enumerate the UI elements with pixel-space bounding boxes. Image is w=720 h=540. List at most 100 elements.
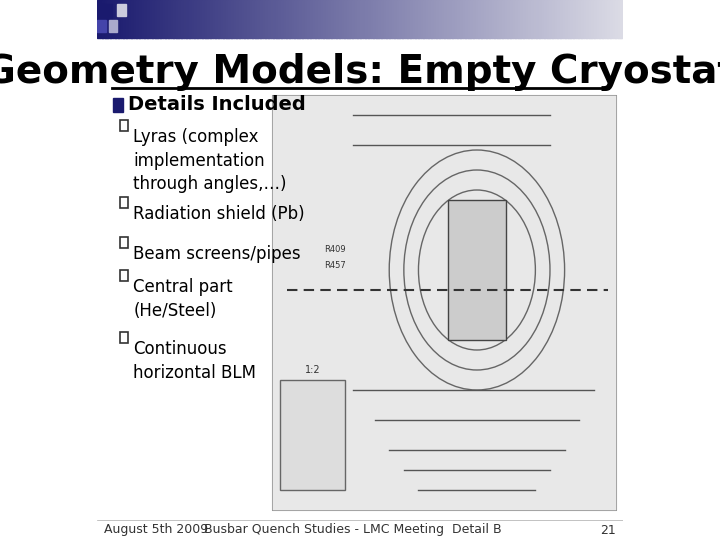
Bar bbox=[263, 0, 266, 38]
Bar bbox=[155, 0, 158, 38]
Bar bbox=[192, 0, 195, 38]
Bar bbox=[508, 0, 510, 38]
Bar bbox=[186, 0, 190, 38]
Bar bbox=[484, 0, 487, 38]
Bar bbox=[197, 0, 200, 38]
Bar bbox=[497, 0, 500, 38]
Bar bbox=[307, 0, 311, 38]
Bar bbox=[521, 0, 524, 38]
Bar bbox=[150, 0, 153, 38]
Bar bbox=[171, 0, 174, 38]
Bar bbox=[376, 0, 379, 38]
Bar bbox=[544, 0, 547, 38]
Bar bbox=[279, 380, 346, 490]
Bar bbox=[120, 237, 128, 248]
Bar bbox=[426, 0, 429, 38]
Bar bbox=[394, 0, 397, 38]
Bar bbox=[271, 0, 274, 38]
Bar bbox=[120, 332, 128, 343]
Bar bbox=[549, 0, 553, 38]
Bar bbox=[536, 0, 539, 38]
Bar bbox=[428, 0, 432, 38]
Bar bbox=[554, 0, 558, 38]
Bar bbox=[470, 0, 474, 38]
Bar bbox=[279, 0, 282, 38]
Bar bbox=[220, 0, 224, 38]
Bar bbox=[592, 0, 595, 38]
Bar bbox=[204, 0, 208, 38]
Bar bbox=[505, 0, 508, 38]
Bar bbox=[273, 0, 276, 38]
Bar bbox=[294, 0, 297, 38]
Bar bbox=[158, 0, 161, 38]
Bar bbox=[174, 0, 176, 38]
Bar bbox=[365, 0, 369, 38]
Bar bbox=[347, 0, 350, 38]
Bar bbox=[265, 0, 269, 38]
Bar bbox=[341, 0, 345, 38]
Bar bbox=[142, 0, 145, 38]
Bar bbox=[223, 0, 227, 38]
Bar bbox=[194, 0, 197, 38]
Bar bbox=[199, 0, 203, 38]
Bar bbox=[363, 0, 366, 38]
Bar bbox=[118, 0, 122, 38]
Bar bbox=[473, 0, 477, 38]
Bar bbox=[384, 0, 387, 38]
Bar bbox=[576, 0, 579, 38]
Bar bbox=[528, 0, 532, 38]
Bar bbox=[284, 0, 287, 38]
Bar bbox=[152, 0, 156, 38]
Bar bbox=[281, 0, 284, 38]
Bar bbox=[447, 0, 450, 38]
Bar bbox=[531, 0, 534, 38]
Bar bbox=[210, 0, 213, 38]
Bar bbox=[492, 0, 495, 38]
Bar bbox=[121, 0, 124, 38]
Bar bbox=[607, 0, 611, 38]
Bar bbox=[318, 0, 321, 38]
Bar bbox=[457, 0, 461, 38]
Bar bbox=[441, 0, 445, 38]
Bar bbox=[99, 0, 103, 38]
Bar bbox=[449, 0, 453, 38]
Bar bbox=[586, 0, 590, 38]
Bar bbox=[462, 0, 466, 38]
Bar bbox=[242, 0, 245, 38]
Bar bbox=[444, 0, 448, 38]
Bar bbox=[518, 0, 521, 38]
Bar bbox=[573, 0, 577, 38]
Bar bbox=[486, 0, 490, 38]
Bar bbox=[228, 0, 232, 38]
Bar bbox=[557, 0, 561, 38]
Text: Busbar Quench Studies - LMC Meeting  Detail B: Busbar Quench Studies - LMC Meeting Deta… bbox=[204, 523, 502, 537]
Bar bbox=[250, 0, 253, 38]
Bar bbox=[597, 0, 600, 38]
Bar bbox=[478, 0, 482, 38]
Bar bbox=[494, 0, 498, 38]
Bar bbox=[415, 0, 418, 38]
Bar bbox=[570, 0, 574, 38]
Bar bbox=[333, 0, 337, 38]
Bar bbox=[120, 270, 128, 281]
Bar bbox=[408, 0, 410, 38]
Bar bbox=[126, 0, 129, 38]
Bar bbox=[448, 200, 506, 340]
Bar bbox=[328, 0, 332, 38]
Bar bbox=[215, 0, 219, 38]
Bar bbox=[272, 95, 616, 510]
Bar bbox=[305, 0, 308, 38]
Bar bbox=[323, 0, 327, 38]
Bar bbox=[560, 0, 563, 38]
Bar bbox=[166, 0, 168, 38]
Bar bbox=[360, 0, 364, 38]
Bar bbox=[465, 0, 469, 38]
Bar bbox=[160, 0, 163, 38]
Bar bbox=[418, 0, 421, 38]
Bar bbox=[420, 0, 424, 38]
Bar bbox=[481, 0, 485, 38]
Bar bbox=[546, 0, 550, 38]
Bar bbox=[181, 0, 184, 38]
Bar bbox=[510, 0, 513, 38]
Bar bbox=[315, 0, 319, 38]
